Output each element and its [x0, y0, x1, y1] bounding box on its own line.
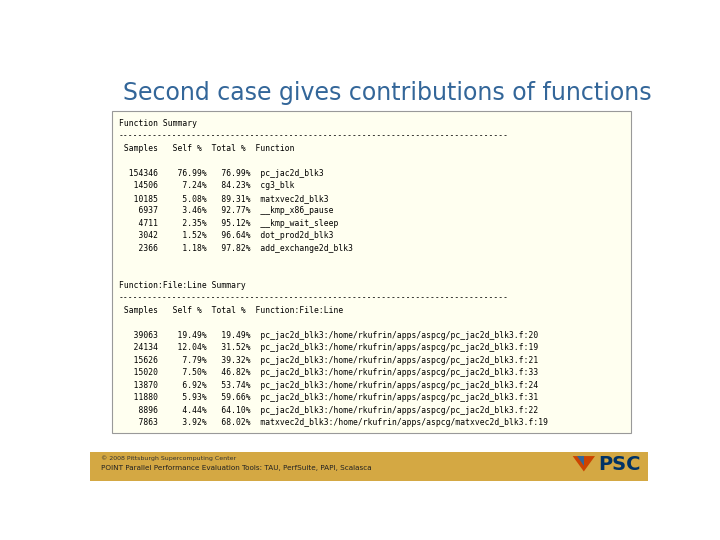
Text: --------------------------------------------------------------------------------: ----------------------------------------…	[119, 294, 509, 302]
Text: 24134    12.04%   31.52%  pc_jac2d_blk3:/home/rkufrin/apps/aspcg/pc_jac2d_blk3.f: 24134 12.04% 31.52% pc_jac2d_blk3:/home/…	[119, 343, 539, 353]
Polygon shape	[572, 456, 595, 471]
Text: 2366     1.18%   97.82%  add_exchange2d_blk3: 2366 1.18% 97.82% add_exchange2d_blk3	[119, 244, 353, 253]
Text: 15020     7.50%   46.82%  pc_jac2d_blk3:/home/rkufrin/apps/aspcg/pc_jac2d_blk3.f: 15020 7.50% 46.82% pc_jac2d_blk3:/home/r…	[119, 368, 539, 377]
Text: Samples   Self %  Total %  Function: Samples Self % Total % Function	[119, 144, 294, 153]
Text: 39063    19.49%   19.49%  pc_jac2d_blk3:/home/rkufrin/apps/aspcg/pc_jac2d_blk3.f: 39063 19.49% 19.49% pc_jac2d_blk3:/home/…	[119, 331, 539, 340]
Text: POINT Parallel Performance Evaluation Tools: TAU, PerfSuite, PAPI, Scalasca: POINT Parallel Performance Evaluation To…	[101, 465, 372, 471]
Text: Second case gives contributions of functions: Second case gives contributions of funct…	[124, 80, 652, 105]
Bar	[90, 453, 648, 481]
Text: 3042     1.52%   96.64%  dot_prod2d_blk3: 3042 1.52% 96.64% dot_prod2d_blk3	[119, 231, 333, 240]
Text: 14506     7.24%   84.23%  cg3_blk: 14506 7.24% 84.23% cg3_blk	[119, 181, 294, 190]
Text: © 2008 Pittsburgh Supercomputing Center: © 2008 Pittsburgh Supercomputing Center	[101, 456, 236, 461]
Text: 11880     5.93%   59.66%  pc_jac2d_blk3:/home/rkufrin/apps/aspcg/pc_jac2d_blk3.f: 11880 5.93% 59.66% pc_jac2d_blk3:/home/r…	[119, 393, 539, 402]
Text: Function Summary: Function Summary	[119, 119, 197, 128]
FancyBboxPatch shape	[112, 111, 631, 433]
Text: 10185     5.08%   89.31%  matxvec2d_blk3: 10185 5.08% 89.31% matxvec2d_blk3	[119, 194, 328, 202]
Text: 6937     3.46%   92.77%  __kmp_x86_pause: 6937 3.46% 92.77% __kmp_x86_pause	[119, 206, 333, 215]
Text: Samples   Self %  Total %  Function:File:Line: Samples Self % Total % Function:File:Lin…	[119, 306, 343, 315]
Text: 8896     4.44%   64.10%  pc_jac2d_blk3:/home/rkufrin/apps/aspcg/pc_jac2d_blk3.f:: 8896 4.44% 64.10% pc_jac2d_blk3:/home/rk…	[119, 406, 539, 415]
Text: 7863     3.92%   68.02%  matxvec2d_blk3:/home/rkufrin/apps/aspcg/matxvec2d_blk3.: 7863 3.92% 68.02% matxvec2d_blk3:/home/r…	[119, 418, 548, 427]
Polygon shape	[577, 456, 584, 467]
Text: Function:File:Line Summary: Function:File:Line Summary	[119, 281, 246, 290]
Text: --------------------------------------------------------------------------------: ----------------------------------------…	[119, 131, 509, 140]
Text: PSC: PSC	[598, 455, 640, 474]
Text: 4711     2.35%   95.12%  __kmp_wait_sleep: 4711 2.35% 95.12% __kmp_wait_sleep	[119, 219, 338, 228]
Text: 13870     6.92%   53.74%  pc_jac2d_blk3:/home/rkufrin/apps/aspcg/pc_jac2d_blk3.f: 13870 6.92% 53.74% pc_jac2d_blk3:/home/r…	[119, 381, 539, 390]
Text: 15626     7.79%   39.32%  pc_jac2d_blk3:/home/rkufrin/apps/aspcg/pc_jac2d_blk3.f: 15626 7.79% 39.32% pc_jac2d_blk3:/home/r…	[119, 356, 539, 365]
Text: 154346    76.99%   76.99%  pc_jac2d_blk3: 154346 76.99% 76.99% pc_jac2d_blk3	[119, 168, 324, 178]
